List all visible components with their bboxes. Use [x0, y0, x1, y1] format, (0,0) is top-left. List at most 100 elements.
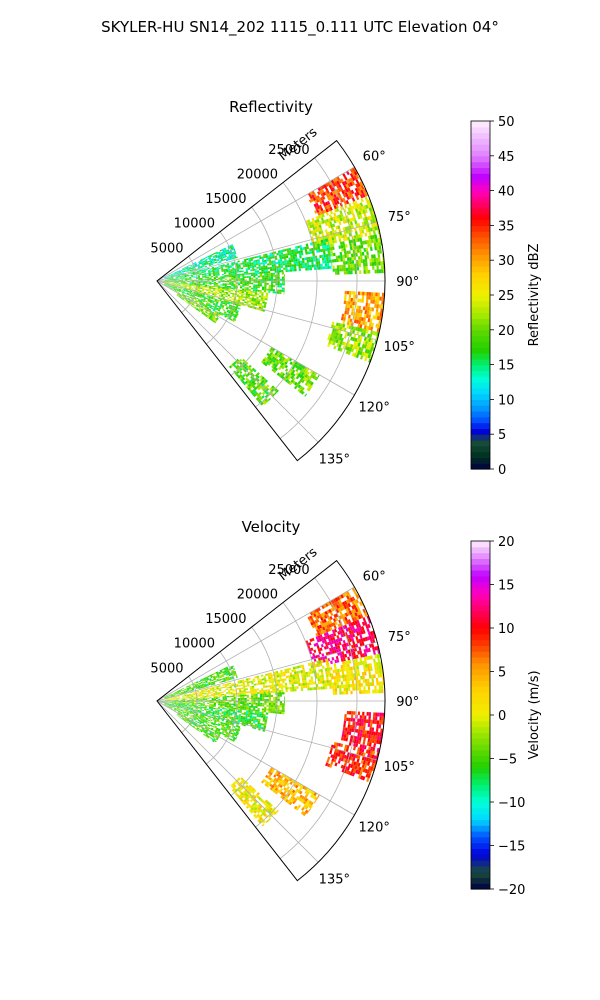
echo-cell: [338, 668, 342, 673]
echo-cell: [320, 637, 324, 642]
echo-cell: [311, 230, 315, 234]
echo-cell: [315, 228, 319, 233]
echo-cell: [186, 293, 189, 295]
echo-cell: [378, 316, 382, 321]
echo-cell: [189, 278, 192, 280]
echo-cell: [216, 258, 219, 261]
echo-cell: [361, 351, 365, 357]
echo-cell: [210, 676, 213, 679]
echo-cell: [175, 278, 179, 280]
echo-cell: [175, 276, 178, 278]
range-ring: [279, 157, 358, 439]
echo-cell: [304, 790, 308, 795]
echo-cell: [250, 390, 254, 394]
echo-cell: [345, 267, 349, 272]
echo-cell: [200, 278, 203, 280]
echo-cell: [338, 648, 342, 653]
echo-cell: [190, 264, 193, 267]
echo-cell: [374, 646, 378, 651]
echo-cell: [212, 268, 215, 271]
echo-cell: [253, 299, 256, 302]
echo-cell: [372, 689, 375, 694]
echo-cell: [224, 303, 228, 306]
echo-cell: [195, 684, 198, 687]
echo-cell: [351, 772, 356, 777]
echo-cell: [183, 295, 186, 297]
echo-cell: [339, 651, 343, 656]
echo-cell: [293, 790, 298, 795]
echo-cell: [309, 195, 313, 200]
echo-cell: [279, 258, 283, 262]
echo-cell: [351, 728, 355, 733]
echo-cell: [380, 265, 384, 270]
echo-cell: [170, 275, 173, 277]
echo-cell: [265, 357, 269, 362]
echo-cell: [275, 358, 279, 363]
echo-cell: [225, 269, 229, 272]
echo-cell: [229, 296, 232, 299]
echo-cell: [249, 262, 252, 265]
echo-cell: [265, 673, 268, 676]
echo-cell: [249, 265, 253, 268]
echo-cell: [316, 638, 320, 643]
echo-cell: [277, 281, 280, 284]
echo-cell: [366, 753, 371, 758]
echo-cell: [201, 296, 205, 299]
echo-cell: [244, 261, 247, 264]
echo-cell: [185, 691, 188, 693]
echo-cell: [201, 271, 204, 274]
echo-cell: [320, 236, 323, 241]
echo-cell: [355, 183, 359, 188]
echo-cell: [249, 378, 254, 383]
echo-cell: [240, 687, 244, 690]
echo-cell: [169, 283, 172, 284]
echo-cell: [329, 265, 332, 269]
echo-cell: [319, 254, 322, 259]
echo-cell: [293, 263, 297, 267]
echo-cell: [320, 616, 324, 621]
echo-cell: [370, 766, 374, 771]
echo-cell: [242, 274, 245, 277]
echo-cell: [245, 794, 249, 798]
echo-cell: [284, 361, 288, 365]
echo-cell: [243, 687, 246, 689]
echo-cell: [300, 672, 304, 676]
echo-cell: [245, 265, 248, 268]
echo-cell: [223, 292, 226, 295]
echo-cell: [283, 292, 285, 295]
echo-cell: [199, 683, 202, 685]
echo-cell: [264, 363, 268, 367]
echo-cell: [208, 270, 211, 272]
echo-cell: [374, 296, 378, 301]
echo-cell: [173, 696, 176, 698]
echo-cell: [356, 686, 360, 691]
echo-cell: [168, 695, 171, 697]
echo-cell: [358, 185, 363, 191]
echo-cell: [186, 267, 189, 269]
echo-cell: [292, 793, 296, 797]
echo-cell: [358, 245, 362, 249]
echo-cell: [298, 265, 301, 269]
echo-cell: [359, 324, 363, 329]
echo-cell: [264, 279, 267, 281]
echo-cell: [349, 771, 354, 776]
echo-cell: [343, 189, 347, 194]
echo-cell: [272, 386, 277, 391]
echo-cell: [313, 193, 317, 198]
echo-cell: [301, 664, 305, 668]
echo-cell: [220, 278, 223, 280]
echo-cell: [223, 247, 227, 250]
echo-cell: [326, 759, 330, 764]
echo-cell: [289, 269, 293, 272]
echo-cell: [309, 793, 314, 798]
echo-cell: [201, 289, 205, 291]
echo-cell: [197, 300, 201, 302]
echo-cell: [257, 289, 260, 292]
echo-cell: [334, 748, 338, 753]
echo-cell: [261, 391, 266, 396]
echo-cell: [370, 655, 373, 660]
echo-cell: [302, 265, 306, 269]
echo-cell: [285, 269, 288, 273]
echo-cell: [328, 664, 330, 668]
echo-cell: [239, 289, 242, 292]
